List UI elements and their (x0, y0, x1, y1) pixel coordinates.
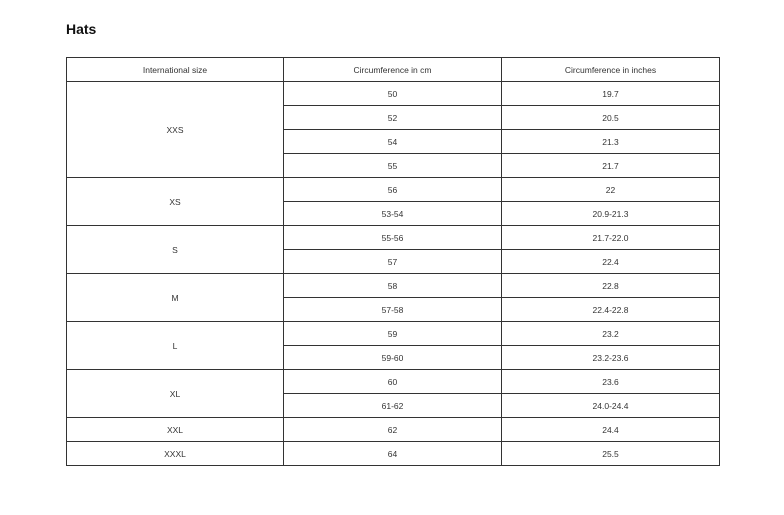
size-cell: XXS (66, 81, 284, 178)
inches-cell: 25.5 (501, 441, 720, 466)
inches-cell: 19.7 (501, 81, 720, 106)
size-cell: XL (66, 369, 284, 418)
cm-cell: 57 (283, 249, 502, 274)
inches-cell: 23.2-23.6 (501, 345, 720, 370)
inches-cell: 21.7-22.0 (501, 225, 720, 250)
inches-cell: 22.8 (501, 273, 720, 298)
table-row: XXL 62 24.4 (66, 417, 720, 442)
hat-size-table: International size Circumference in cm C… (66, 57, 720, 466)
inches-cell: 24.0-24.4 (501, 393, 720, 418)
size-cell: XS (66, 177, 284, 226)
inches-cell: 22.4 (501, 249, 720, 274)
header-circumference-cm: Circumference in cm (283, 57, 502, 82)
cm-cell: 55 (283, 153, 502, 178)
inches-cell: 22 (501, 177, 720, 202)
table-row: XS 56 22 (66, 177, 720, 226)
inches-cell: 21.7 (501, 153, 720, 178)
table-row: XXS 50 19.7 (66, 81, 720, 178)
size-cell: XXL (66, 417, 284, 442)
table-row: 57-58 22.4-22.8 (67, 297, 720, 322)
table-header-row: International size Circumference in cm C… (66, 57, 720, 82)
cm-cell: 54 (283, 129, 502, 154)
table-row: 61-62 24.0-24.4 (67, 393, 720, 418)
header-circumference-inches: Circumference in inches (501, 57, 720, 82)
cm-cell: 52 (283, 105, 502, 130)
size-cell: XXXL (66, 441, 284, 466)
size-cell: S (66, 225, 284, 274)
cm-cell: 61-62 (283, 393, 502, 418)
inches-cell: 20.5 (501, 105, 720, 130)
cm-cell: 53-54 (283, 201, 502, 226)
table-row: L 59 23.2 (66, 321, 720, 370)
table-row: 59-60 23.2-23.6 (67, 345, 720, 370)
table-row: XL 60 23.6 (66, 369, 720, 418)
cm-cell: 58 (283, 273, 502, 298)
inches-cell: 23.2 (501, 321, 720, 346)
cm-cell: 55-56 (283, 225, 502, 250)
cm-cell: 62 (283, 417, 502, 442)
page-title: Hats (66, 21, 97, 37)
table-row: S 55-56 21.7-22.0 (66, 225, 720, 274)
cm-cell: 59-60 (283, 345, 502, 370)
cm-cell: 50 (283, 81, 502, 106)
table-row: M 58 22.8 (66, 273, 720, 322)
inches-cell: 20.9-21.3 (501, 201, 720, 226)
table-row: XXXL 64 25.5 (66, 441, 720, 466)
inches-cell: 23.6 (501, 369, 720, 394)
cm-cell: 59 (283, 321, 502, 346)
table-row: 55 21.7 (67, 153, 720, 178)
table-row: 57 22.4 (67, 249, 720, 274)
inches-cell: 24.4 (501, 417, 720, 442)
size-cell: L (66, 321, 284, 370)
cm-cell: 57-58 (283, 297, 502, 322)
cm-cell: 56 (283, 177, 502, 202)
header-international-size: International size (66, 57, 284, 82)
size-cell: M (66, 273, 284, 322)
cm-cell: 64 (283, 441, 502, 466)
inches-cell: 21.3 (501, 129, 720, 154)
inches-cell: 22.4-22.8 (501, 297, 720, 322)
cm-cell: 60 (283, 369, 502, 394)
